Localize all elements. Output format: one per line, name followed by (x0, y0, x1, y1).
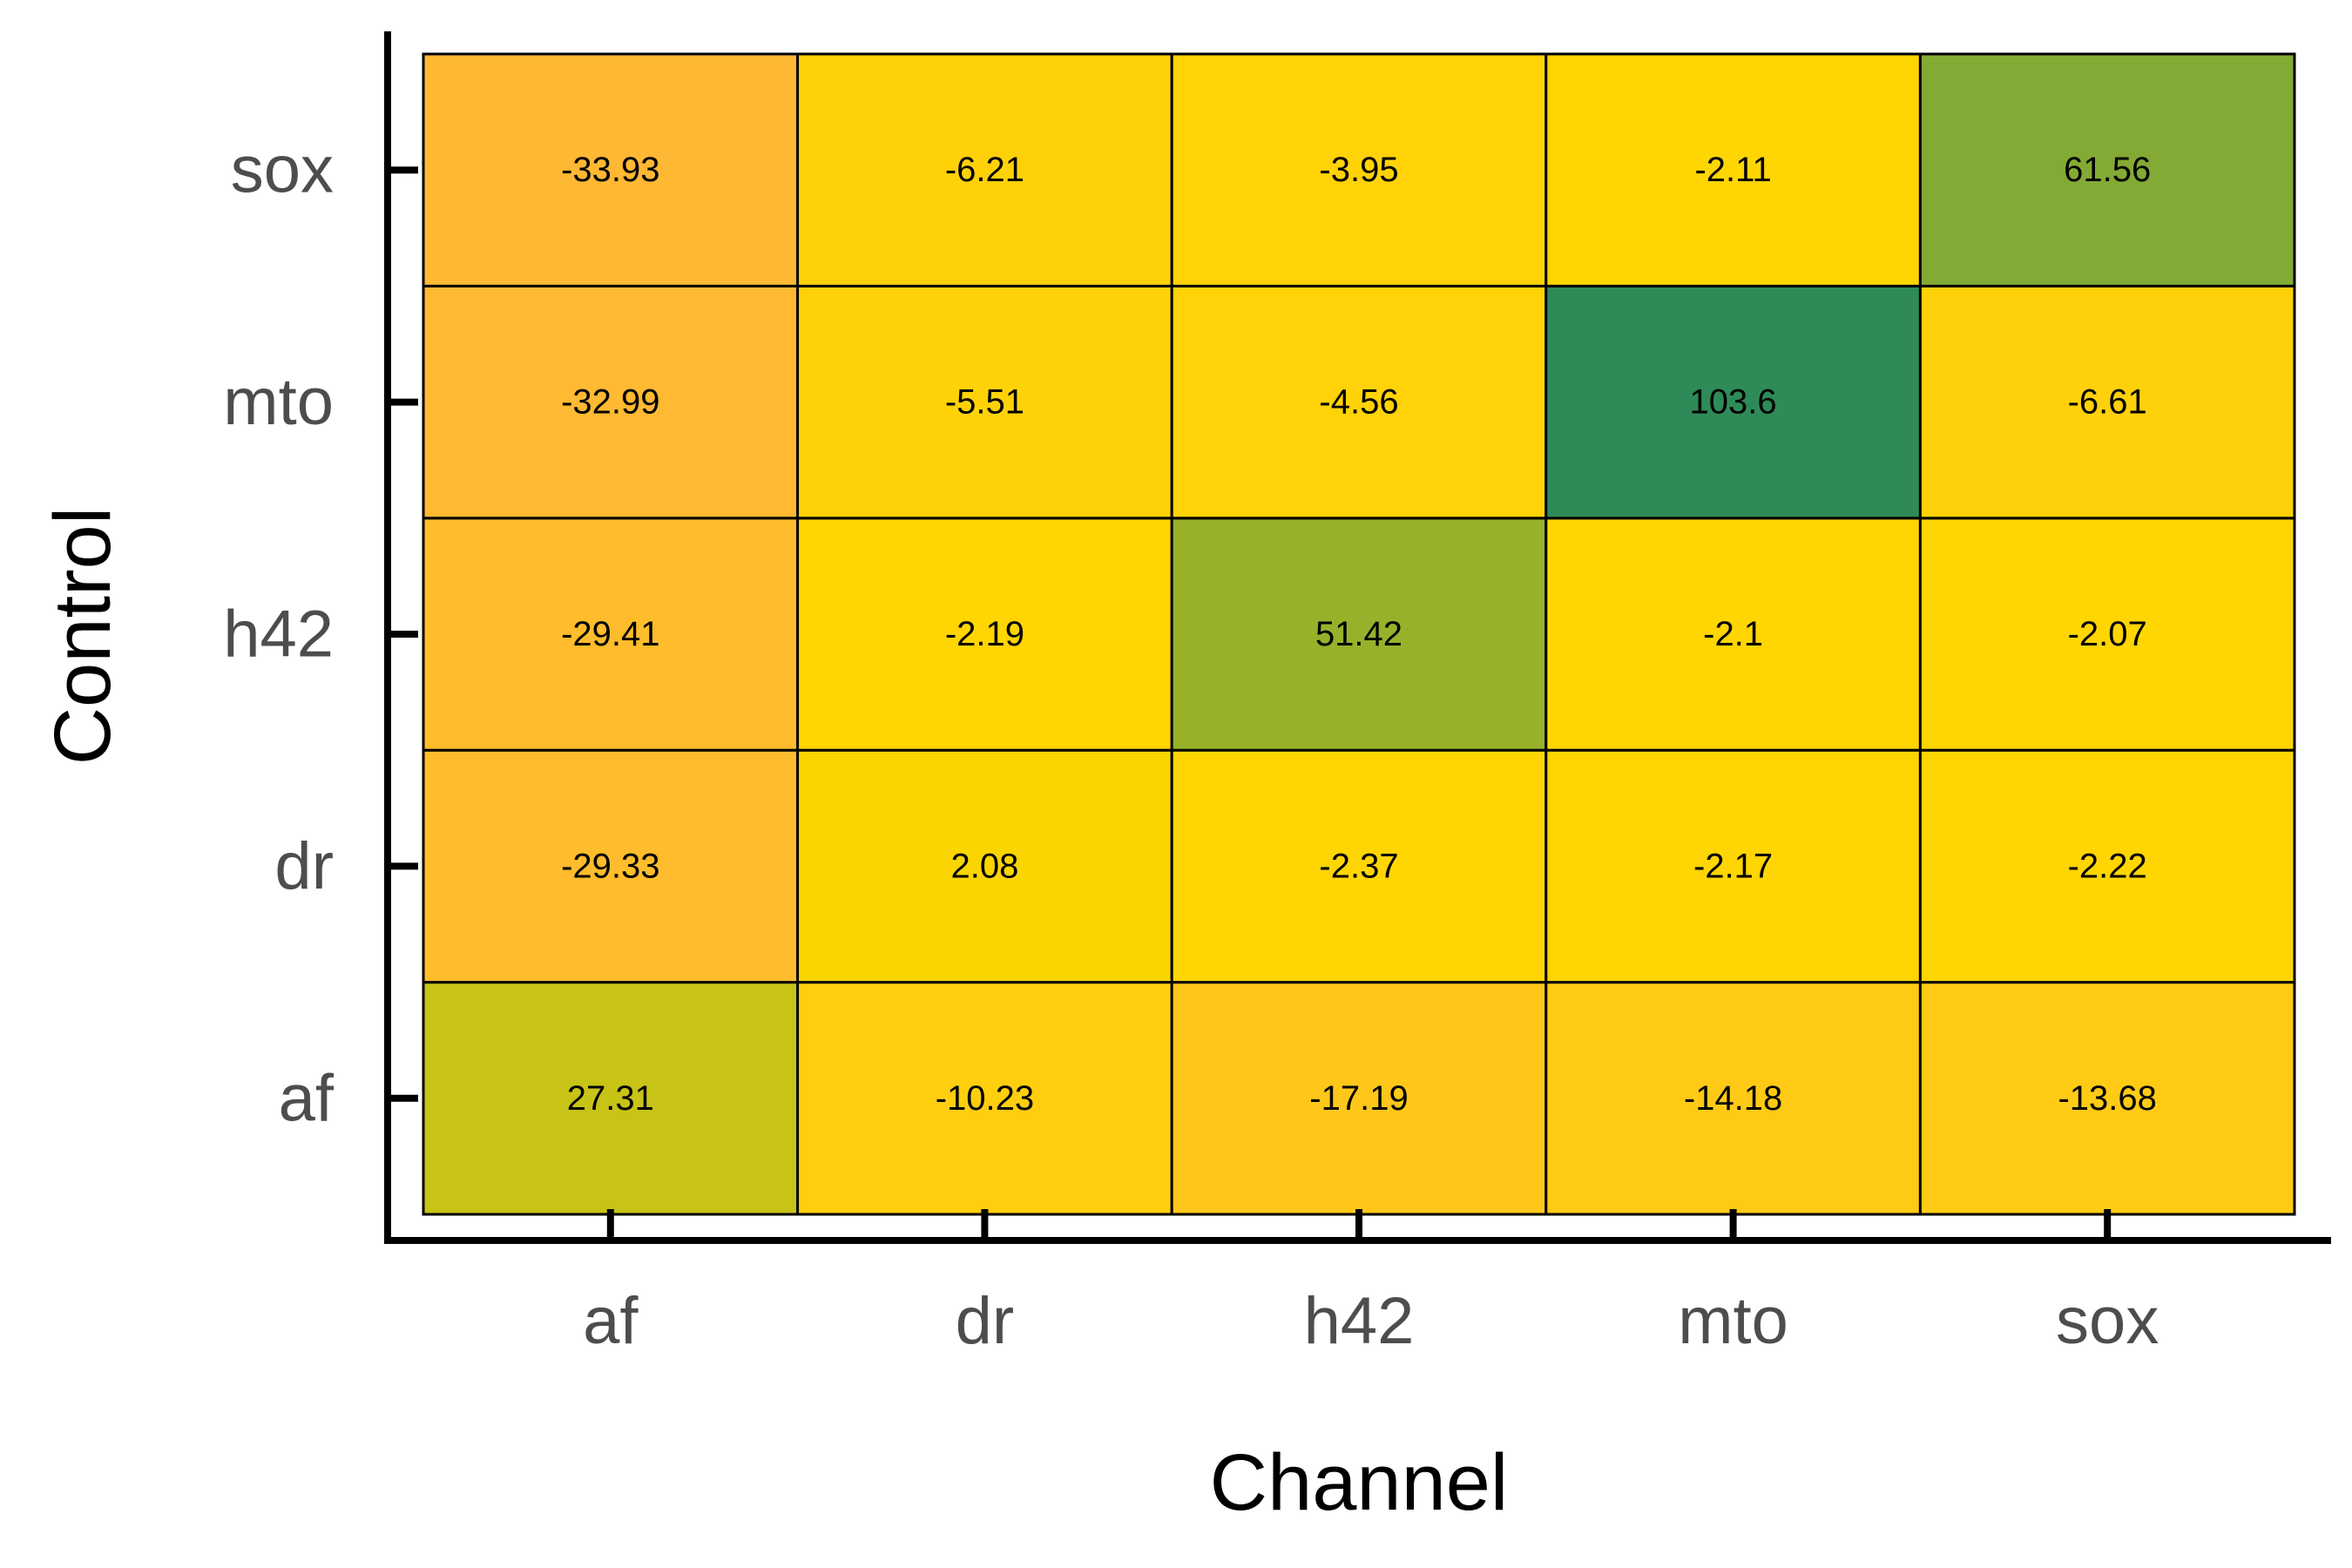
x-axis-ticks: af dr h42 mto sox (583, 1209, 2159, 1358)
cell-value-label-sox-mto: -2.11 (1694, 151, 1771, 189)
cell-value-label-h42-sox: -2.07 (2068, 615, 2147, 653)
cell-value-label-af-sox: -13.68 (2058, 1079, 2156, 1118)
heatmap-cell-mto-h42 (1170, 284, 1548, 520)
heatmap-cell-sox-af (422, 52, 800, 287)
y-tick-label-dr: dr (274, 829, 334, 903)
cell-value-label-h42-dr: -2.19 (945, 615, 1024, 653)
heatmap-cell-af-dr (796, 981, 1173, 1216)
cell-value-label-dr-h42: -2.37 (1319, 847, 1398, 885)
cell-value-label-dr-mto: -2.17 (1693, 847, 1773, 885)
y-tick-label-sox: sox (231, 133, 334, 207)
cell-value-label-af-af: 27.31 (567, 1079, 654, 1118)
cell-value-label-sox-h42: -3.95 (1319, 151, 1398, 189)
heatmap-cells (422, 52, 2296, 1216)
cell-value-label-af-h42: -17.19 (1309, 1079, 1408, 1118)
heatmap-cell-mto-af (422, 284, 800, 520)
cell-value-label-dr-af: -29.33 (561, 847, 659, 885)
heatmap-cell-mto-dr (796, 284, 1173, 520)
cell-value-label-mto-af: -32.99 (561, 383, 659, 422)
cell-value-label-h42-mto: -2.1 (1703, 615, 1763, 653)
cell-value-label-dr-sox: -2.22 (2068, 847, 2147, 885)
x-axis-title: Channel (1210, 1438, 1509, 1527)
heatmap-cell-h42-sox (1918, 517, 2296, 752)
heatmap-cell-h42-dr (796, 517, 1173, 752)
cell-value-label-h42-af: -29.41 (561, 615, 659, 653)
heatmap-cell-sox-h42 (1170, 52, 1548, 287)
y-tick-label-mto: mto (223, 365, 334, 439)
heatmap-cell-mto-sox (1918, 284, 2296, 520)
x-tick-label-sox: sox (2056, 1284, 2159, 1358)
heatmap-cell-sox-dr (796, 52, 1173, 287)
cell-value-label-h42-h42: 51.42 (1315, 615, 1402, 653)
x-tick-label-h42: h42 (1304, 1284, 1415, 1358)
heatmap-cell-h42-h42 (1170, 517, 1548, 752)
y-tick-label-af: af (279, 1061, 335, 1135)
heatmap-cell-af-sox (1918, 981, 2296, 1216)
cell-value-label-sox-af: -33.93 (561, 151, 659, 189)
cell-value-label-mto-mto: 103.6 (1690, 383, 1777, 422)
heatmap-cell-af-mto (1544, 981, 1922, 1216)
x-tick-label-mto: mto (1678, 1284, 1788, 1358)
cell-value-label-mto-h42: -4.56 (1319, 383, 1398, 422)
heatmap-cell-af-af (422, 981, 800, 1216)
y-axis-title: Control (38, 507, 127, 766)
heatmap-cell-labels: 27.31 -10.23 -17.19 -14.18 -13.68 -29.33 2.08 -… (561, 151, 2157, 1118)
cell-value-label-af-mto: -14.18 (1684, 1079, 1782, 1118)
heatmap-cell-mto-mto (1544, 284, 1922, 520)
cell-value-label-af-dr: -10.23 (936, 1079, 1034, 1118)
heatmap-cell-dr-sox (1918, 748, 2296, 984)
heatmap-cell-dr-dr (796, 748, 1173, 984)
y-tick-label-h42: h42 (223, 598, 334, 672)
cell-value-label-sox-sox: 61.56 (2064, 151, 2151, 189)
cell-value-label-dr-dr: 2.08 (950, 847, 1018, 885)
cell-value-label-mto-sox: -6.61 (2068, 383, 2147, 422)
cell-value-label-sox-dr: -6.21 (945, 151, 1024, 189)
heatmap-cell-dr-af (422, 748, 800, 984)
y-axis-ticks: af dr h42 mto sox (223, 133, 418, 1135)
heatmap-cell-sox-sox (1918, 52, 2296, 287)
heatmap-cell-dr-h42 (1170, 748, 1548, 984)
x-tick-label-af: af (583, 1284, 639, 1358)
cell-value-label-mto-dr: -5.51 (945, 383, 1024, 422)
heatmap-cell-dr-mto (1544, 748, 1922, 984)
x-tick-label-dr: dr (956, 1284, 1015, 1358)
